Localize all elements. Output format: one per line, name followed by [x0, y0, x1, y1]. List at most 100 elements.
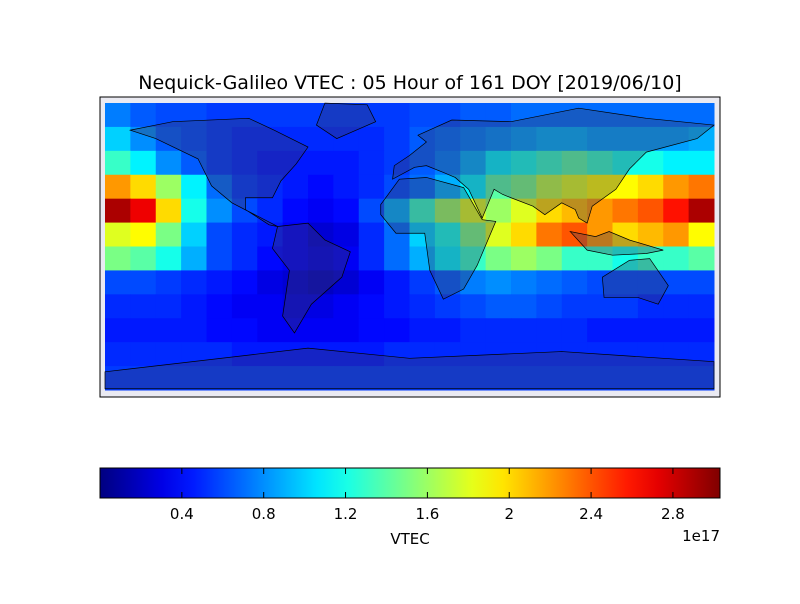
- cell: [460, 294, 487, 319]
- cell: [637, 174, 664, 200]
- cell: [282, 174, 309, 200]
- cell: [637, 270, 664, 295]
- cell: [409, 318, 436, 343]
- cell: [206, 198, 233, 224]
- cell: [308, 246, 334, 271]
- cell: [688, 174, 715, 200]
- cell: [485, 294, 512, 319]
- cell: [587, 103, 613, 128]
- cell: [688, 126, 715, 152]
- cell: [485, 103, 512, 128]
- cell: [460, 270, 487, 295]
- cell: [485, 198, 512, 224]
- cell: [333, 222, 360, 247]
- cell: [206, 246, 233, 271]
- cell: [587, 246, 613, 271]
- cell: [257, 126, 284, 152]
- cell: [637, 222, 664, 247]
- cell: [206, 222, 233, 247]
- cell: [409, 294, 436, 319]
- cell: [333, 318, 360, 343]
- cell: [105, 174, 131, 200]
- cell: [358, 126, 385, 152]
- cell: [384, 150, 410, 176]
- cell: [257, 150, 284, 176]
- cell: [206, 318, 233, 343]
- cell: [511, 174, 537, 200]
- cell: [333, 174, 360, 200]
- cell: [308, 366, 334, 391]
- cell: [155, 246, 182, 271]
- cell: [206, 294, 233, 319]
- coastline: [601, 258, 669, 305]
- cell: [308, 318, 334, 343]
- coastline: [380, 177, 497, 300]
- cell: [688, 103, 715, 128]
- cell: [663, 222, 690, 247]
- cell: [181, 150, 207, 176]
- cell: [130, 318, 157, 343]
- cell: [511, 270, 537, 295]
- cell: [612, 198, 639, 224]
- cell: [358, 366, 385, 391]
- colorbar-tick-label: 1.2: [334, 505, 358, 523]
- cell: [536, 126, 563, 152]
- cell: [663, 198, 690, 224]
- cell: [358, 174, 385, 200]
- cell: [358, 150, 385, 176]
- cell: [485, 366, 512, 391]
- cell: [587, 366, 613, 391]
- cell: [155, 103, 182, 128]
- cell: [637, 318, 664, 343]
- cell: [536, 103, 563, 128]
- cell: [536, 150, 563, 176]
- coastline: [569, 230, 664, 256]
- colorbar-tick-label: 1.6: [415, 505, 439, 523]
- cell: [561, 126, 588, 152]
- cell: [637, 126, 664, 152]
- cell: [231, 126, 258, 152]
- cell: [231, 318, 258, 343]
- cell: [460, 246, 487, 271]
- cell: [105, 103, 131, 128]
- cell: [587, 198, 613, 224]
- cell: [612, 150, 639, 176]
- cell: [612, 174, 639, 200]
- cell: [155, 294, 182, 319]
- cell: [409, 198, 436, 224]
- cell: [612, 126, 639, 152]
- cell: [155, 174, 182, 200]
- cell: [511, 150, 537, 176]
- cell: [612, 294, 639, 319]
- colorbar-tick-label: 2.4: [579, 505, 603, 523]
- cell: [105, 318, 131, 343]
- cell: [181, 294, 207, 319]
- cell: [206, 270, 233, 295]
- cell: [561, 294, 588, 319]
- cell: [181, 246, 207, 271]
- cell: [434, 366, 461, 391]
- cell: [536, 222, 563, 247]
- cell: [384, 270, 410, 295]
- cell: [384, 222, 410, 247]
- cell: [181, 366, 207, 391]
- cell: [384, 318, 410, 343]
- cell: [155, 270, 182, 295]
- cell: [155, 198, 182, 224]
- cell: [181, 198, 207, 224]
- cell: [663, 103, 690, 128]
- cell: [536, 246, 563, 271]
- cell: [105, 246, 131, 271]
- cell: [358, 318, 385, 343]
- cell: [460, 366, 487, 391]
- cell: [612, 318, 639, 343]
- cell: [485, 150, 512, 176]
- cell: [257, 342, 284, 367]
- cell: [206, 150, 233, 176]
- cell: [511, 126, 537, 152]
- cell: [257, 294, 284, 319]
- cell: [384, 103, 410, 128]
- cell: [663, 366, 690, 391]
- cell: [460, 174, 487, 200]
- cell: [561, 174, 588, 200]
